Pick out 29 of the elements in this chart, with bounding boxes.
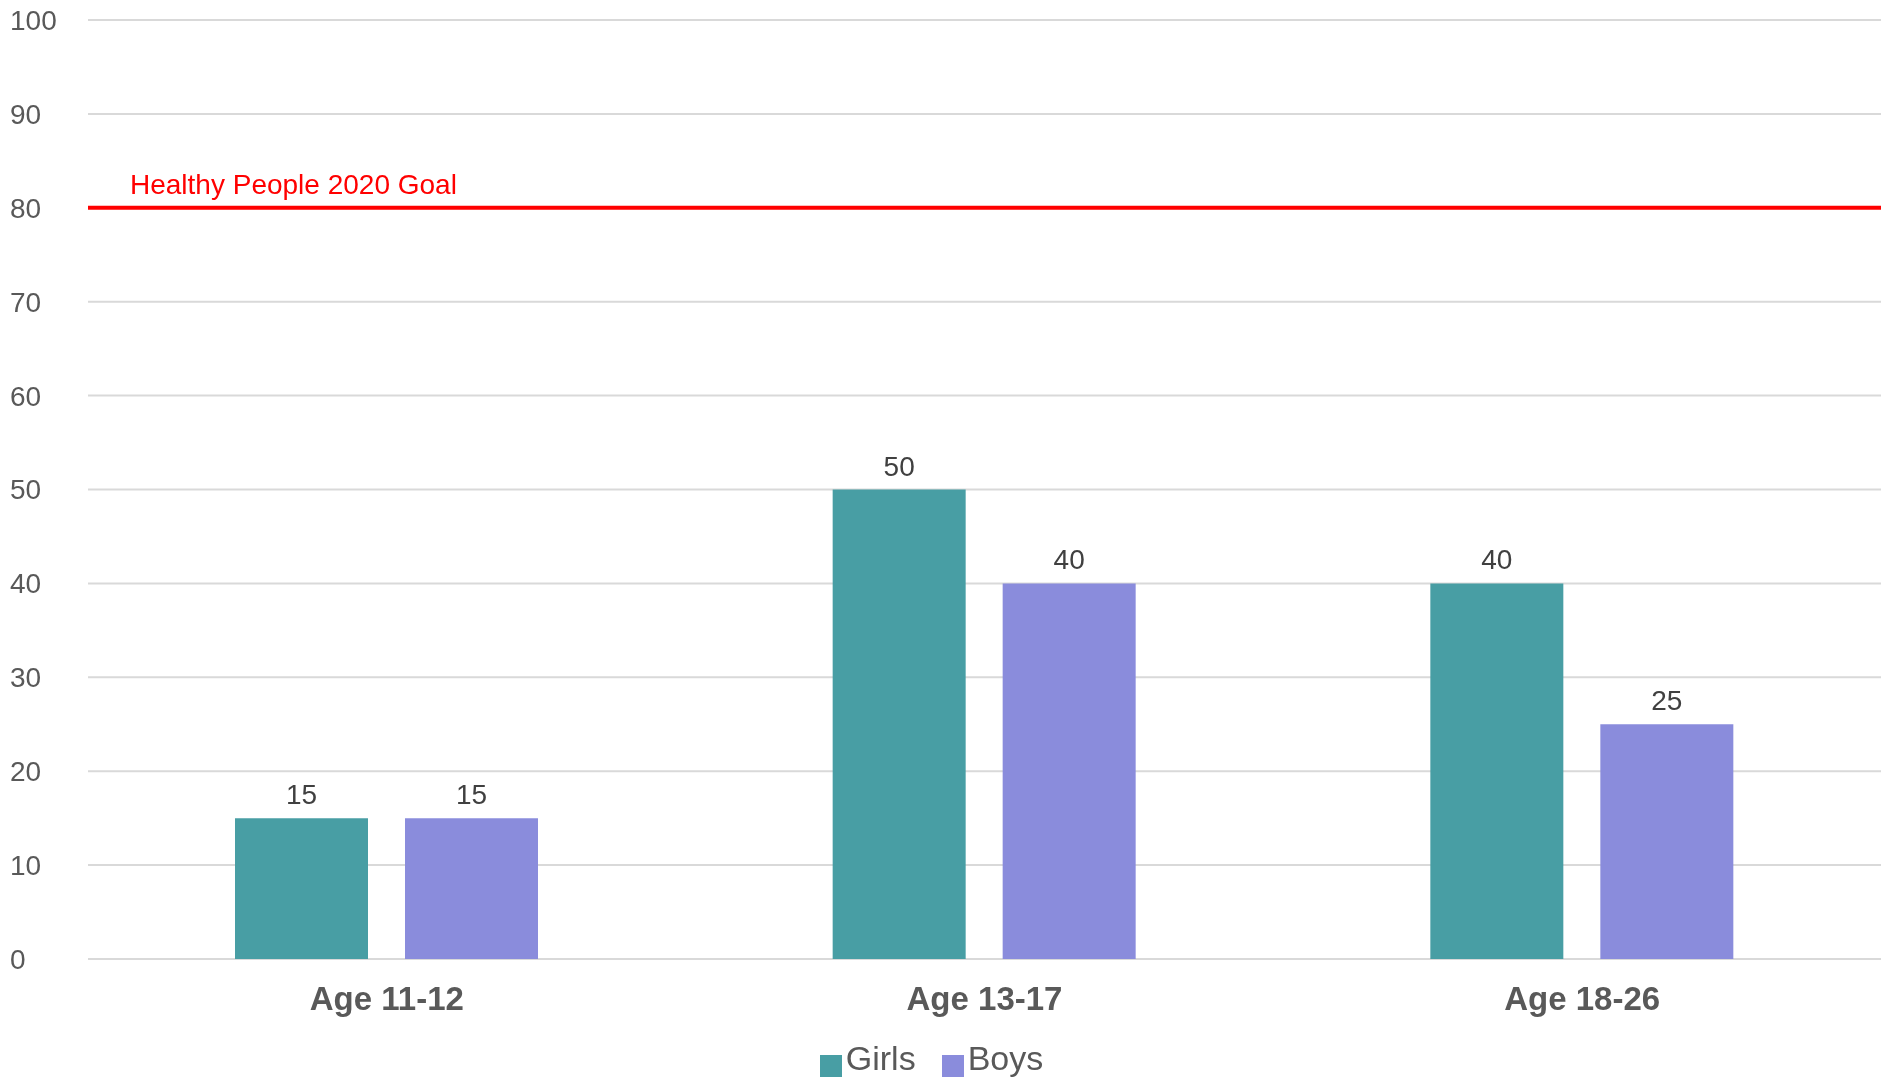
ref-line-label: Healthy People 2020 Goal: [130, 168, 457, 200]
y-tick-label: 50: [10, 474, 42, 506]
data-label: 50: [883, 450, 915, 482]
bar: [1430, 583, 1564, 959]
legend-label: Girls: [845, 1039, 916, 1077]
bar: [832, 489, 966, 959]
y-tick-label: 90: [10, 98, 42, 130]
y-tick-label: 0: [10, 943, 26, 975]
y-tick-label: 20: [10, 756, 42, 788]
bar: [235, 818, 368, 959]
y-tick-label: 70: [10, 286, 42, 318]
y-tick-label: 80: [10, 192, 42, 224]
y-tick-label: 60: [10, 380, 42, 412]
data-label: 25: [1651, 685, 1683, 717]
bar: [1600, 724, 1734, 959]
y-tick-label: 30: [10, 662, 42, 694]
y-tick-label: 100: [10, 4, 57, 36]
data-label: 15: [455, 779, 488, 811]
legend-label: Boys: [967, 1039, 1044, 1077]
x-tick-label: Age 18-26: [1504, 980, 1661, 1018]
x-tick-label: Age 11-12: [309, 980, 464, 1018]
bar: [1002, 583, 1136, 959]
x-tick-label: Age 13-17: [906, 980, 1063, 1018]
y-tick-label: 40: [10, 568, 42, 600]
data-label: 15: [285, 779, 318, 811]
data-label: 40: [1481, 544, 1513, 576]
y-tick-label: 10: [10, 850, 42, 882]
bar: [405, 818, 538, 959]
data-label: 40: [1053, 544, 1085, 576]
